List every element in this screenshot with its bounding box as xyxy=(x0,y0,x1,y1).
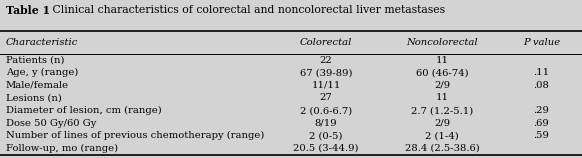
Text: 8/19: 8/19 xyxy=(315,119,337,128)
Text: Diameter of lesion, cm (range): Diameter of lesion, cm (range) xyxy=(6,106,162,115)
Text: 11/11: 11/11 xyxy=(311,81,340,90)
Text: 60 (46-74): 60 (46-74) xyxy=(416,68,469,77)
Text: Lesions (n): Lesions (n) xyxy=(6,94,62,102)
Text: Male/female: Male/female xyxy=(6,81,69,90)
Text: P value: P value xyxy=(523,38,560,47)
Text: Characteristic: Characteristic xyxy=(6,38,78,47)
Text: 28.4 (2.5-38.6): 28.4 (2.5-38.6) xyxy=(405,144,480,153)
Text: .59: .59 xyxy=(533,131,549,140)
Text: Table 1: Table 1 xyxy=(6,5,50,16)
Text: 2/9: 2/9 xyxy=(434,119,450,128)
Text: .29: .29 xyxy=(533,106,549,115)
Text: 67 (39-89): 67 (39-89) xyxy=(300,68,352,77)
Text: Age, y (range): Age, y (range) xyxy=(6,68,78,77)
Text: .69: .69 xyxy=(533,119,549,128)
Text: 22: 22 xyxy=(320,56,332,64)
Text: Patients (n): Patients (n) xyxy=(6,56,65,64)
Text: 27: 27 xyxy=(320,94,332,102)
Text: 2/9: 2/9 xyxy=(434,81,450,90)
Text: 2.7 (1.2-5.1): 2.7 (1.2-5.1) xyxy=(411,106,473,115)
Text: 2 (0-5): 2 (0-5) xyxy=(309,131,343,140)
Text: 11: 11 xyxy=(436,94,449,102)
Text: 2 (1-4): 2 (1-4) xyxy=(425,131,459,140)
Text: 11: 11 xyxy=(436,56,449,64)
Text: 20.5 (3-44.9): 20.5 (3-44.9) xyxy=(293,144,359,153)
Text: .08: .08 xyxy=(533,81,549,90)
Text: .11: .11 xyxy=(533,68,549,77)
Text: Noncolorectal: Noncolorectal xyxy=(406,38,478,47)
Text: Dose 50 Gy/60 Gy: Dose 50 Gy/60 Gy xyxy=(6,119,96,128)
Text: 2 (0.6-6.7): 2 (0.6-6.7) xyxy=(300,106,352,115)
Text: Follow-up, mo (range): Follow-up, mo (range) xyxy=(6,144,118,153)
Text: Colorectal: Colorectal xyxy=(300,38,352,47)
Text: Number of lines of previous chemotherapy (range): Number of lines of previous chemotherapy… xyxy=(6,131,264,140)
Text: Clinical characteristics of colorectal and noncolorectal liver metastases: Clinical characteristics of colorectal a… xyxy=(42,5,445,15)
